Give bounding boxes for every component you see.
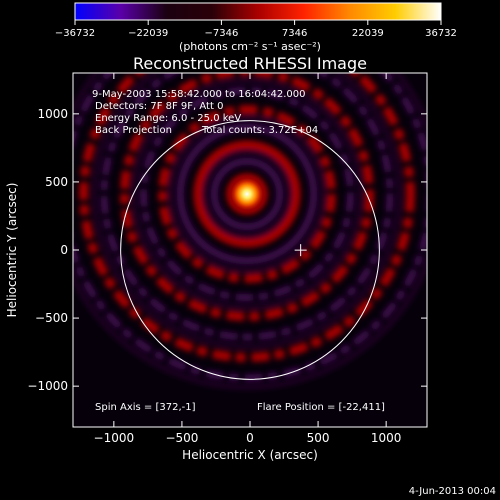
flare-source — [231, 178, 264, 211]
chart-title: Reconstructed RHESSI Image — [133, 54, 367, 73]
fringe-ring-purple — [210, 157, 284, 231]
colorbar — [74, 2, 442, 21]
y-tick-label: −500 — [35, 311, 68, 325]
fringe-ring-purple — [176, 123, 318, 265]
info-energy-range: Energy Range: 6.0 - 25.0 keV — [95, 113, 241, 124]
y-tick-label: 500 — [45, 175, 68, 189]
x-tick-label: 1000 — [371, 431, 402, 445]
image-layer — [73, 73, 427, 390]
x-axis-label: Heliocentric X (arcsec) — [182, 448, 318, 462]
colorbar-tick-label: 36732 — [425, 28, 457, 39]
colorbar-ticks: −36732 −22039 −7346 7346 22039 36732 — [55, 20, 457, 39]
fringe-ring-red — [226, 173, 268, 215]
fringe-rings — [73, 73, 427, 390]
spin-axis-marker — [294, 244, 307, 257]
colorbar-tick-label: 22039 — [352, 28, 384, 39]
fringe-ring-red — [120, 73, 375, 322]
fringe-ring-purple — [140, 87, 354, 302]
y-tick-label: 1000 — [37, 107, 68, 121]
fringe-ring-red — [158, 105, 336, 283]
fringe-ring-shadow — [168, 115, 326, 273]
solar-disk-limb — [120, 120, 380, 380]
info-total-counts: Total counts: 3.72E+04 — [201, 125, 318, 136]
spin-axis-label: Spin Axis = [372,-1] — [95, 402, 196, 413]
info-block: 9-May-2003 15:58:42.000 to 16:04:42.000 … — [92, 89, 318, 136]
axes: −1000 −500 0 500 1000 −1000 −500 0 500 1000 — [27, 73, 427, 445]
fringe-ring-red — [79, 73, 415, 362]
fringe-ring-purple — [73, 73, 427, 382]
info-detectors: Detectors: 7F 8F 9F, Att 0 — [95, 101, 223, 112]
fringe-ring-shadow — [202, 149, 292, 239]
plot-background — [73, 73, 427, 427]
fringe-ring-shadow — [131, 79, 363, 310]
x-tick-label: −1000 — [94, 431, 135, 445]
colorbar-tick-label: 7346 — [282, 28, 307, 39]
colorbar-tick-label: −36732 — [55, 28, 95, 39]
colorbar-tick-label: −7346 — [204, 28, 238, 39]
flare-position-label: Flare Position = [-22,411] — [257, 402, 385, 413]
fringe-ring-purple — [100, 73, 394, 341]
fringe-ring-red — [193, 140, 301, 248]
x-tick-label: 500 — [307, 431, 330, 445]
x-tick-label: 0 — [246, 431, 254, 445]
info-time-range: 9-May-2003 15:58:42.000 to 16:04:42.000 — [92, 89, 305, 100]
fringe-ring-shadow — [73, 73, 427, 390]
y-tick-label: 0 — [60, 243, 68, 257]
y-axis-label: Heliocentric Y (arcsec) — [5, 183, 19, 318]
y-tick-label: −1000 — [27, 379, 68, 393]
colorbar-unit-label: (photons cm⁻² s⁻¹ asec⁻²) — [179, 40, 321, 53]
timestamp: 4-Jun-2013 00:04 — [409, 486, 496, 497]
colorbar-tick-label: −22039 — [128, 28, 168, 39]
x-tick-label: −500 — [165, 431, 198, 445]
info-method: Back Projection — [95, 125, 172, 136]
fringe-ring-shadow — [92, 73, 402, 349]
